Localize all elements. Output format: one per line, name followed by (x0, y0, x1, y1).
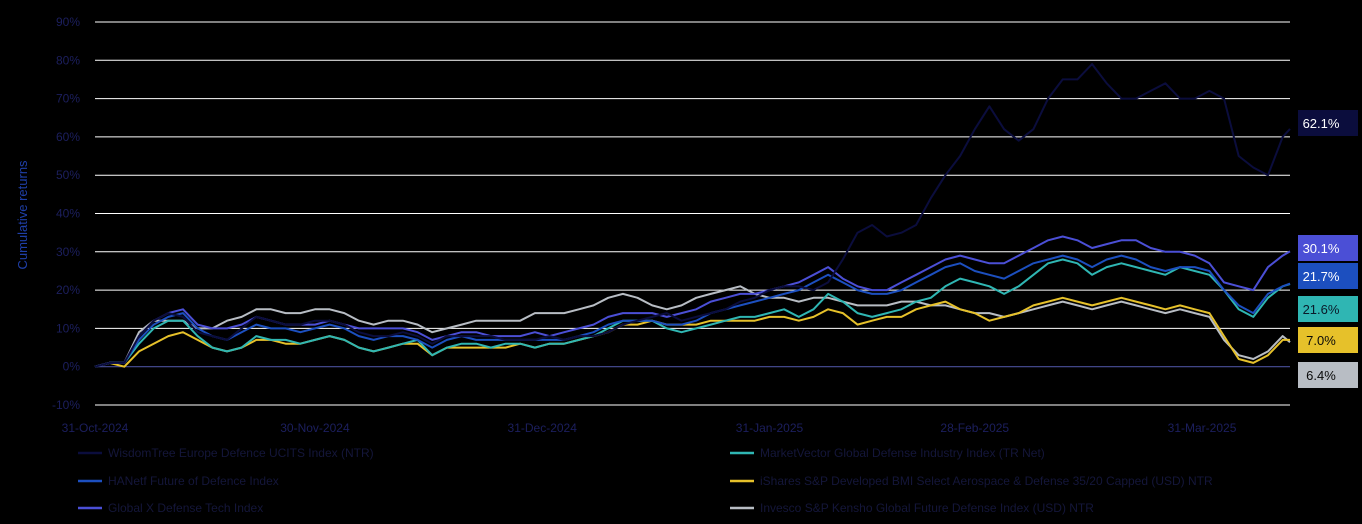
y-axis-label: Cumulative returns (15, 160, 30, 270)
end-value-box (1298, 235, 1358, 261)
legend: WisdomTree Europe Defence UCITS Index (N… (78, 446, 1213, 515)
legend-label: Global X Defense Tech Index (108, 501, 263, 515)
legend-label: Invesco S&P Kensho Global Future Defense… (760, 501, 1094, 515)
legend-entry: WisdomTree Europe Defence UCITS Index (N… (78, 446, 374, 460)
end-value-label: 62.1% (1298, 110, 1358, 136)
y-tick-label: 0% (63, 360, 81, 374)
end-value-box (1298, 327, 1358, 353)
x-axis-ticks: 31-Oct-2024 30-Nov-2024 31-Dec-2024 31-Jan-… (62, 421, 1237, 435)
series-line (94, 296, 1290, 368)
y-tick-label: 40% (56, 207, 80, 221)
end-value-label: 21.6% (1298, 296, 1358, 322)
end-value-labels: 62.1% 30.1% 21.7% 21.6% 7.0% 6.4% (1298, 110, 1358, 388)
end-value-text: 7.0% (1306, 333, 1336, 348)
series-line (94, 235, 1291, 368)
series-line (94, 63, 1291, 368)
end-value-text: 62.1% (1303, 116, 1340, 131)
series-line (94, 254, 1291, 368)
y-tick-label: 90% (56, 15, 80, 29)
series-line (94, 285, 1291, 368)
end-value-text: 30.1% (1303, 241, 1340, 256)
legend-label: HANetf Future of Defence Index (108, 474, 279, 488)
series-line (94, 258, 1291, 368)
x-tick-label: 31-Jan-2025 (736, 421, 804, 435)
legend-entry: Global X Defense Tech Index (78, 501, 263, 515)
x-tick-label: 30-Nov-2024 (280, 421, 350, 435)
x-tick-label: 31-Dec-2024 (508, 421, 578, 435)
end-value-box (1298, 296, 1358, 322)
end-value-label: 6.4% (1298, 362, 1358, 388)
legend-entry: MarketVector Global Defense Industry Ind… (730, 446, 1045, 460)
legend-entry: Invesco S&P Kensho Global Future Defense… (730, 501, 1094, 515)
y-tick-label: 10% (56, 321, 80, 335)
end-value-box (1298, 110, 1358, 136)
y-tick-label: 70% (56, 92, 80, 106)
y-tick-label: 60% (56, 130, 80, 144)
legend-entry: HANetf Future of Defence Index (78, 474, 279, 488)
y-tick-label: -10% (52, 398, 80, 412)
x-tick-label: 31-Mar-2025 (1168, 421, 1237, 435)
x-tick-label: 28-Feb-2025 (940, 421, 1009, 435)
gridlines (95, 21, 1290, 406)
series-lines (94, 63, 1291, 368)
end-value-text: 6.4% (1306, 368, 1336, 383)
legend-label: MarketVector Global Defense Industry Ind… (760, 446, 1045, 460)
end-value-label: 30.1% (1298, 235, 1358, 261)
legend-label: iShares S&P Developed BMI Select Aerospa… (760, 474, 1213, 488)
x-tick-label: 31-Oct-2024 (62, 421, 129, 435)
end-value-text: 21.6% (1303, 302, 1340, 317)
y-tick-label: 50% (56, 168, 80, 182)
end-value-label: 21.7% (1298, 263, 1358, 289)
end-value-text: 21.7% (1303, 269, 1340, 284)
end-value-box (1298, 362, 1358, 388)
legend-entry: iShares S&P Developed BMI Select Aerospa… (730, 474, 1213, 488)
y-tick-label: 80% (56, 53, 80, 67)
legend-label: WisdomTree Europe Defence UCITS Index (N… (108, 446, 374, 460)
y-tick-label: 20% (56, 283, 80, 297)
end-value-label: 7.0% (1298, 327, 1358, 353)
y-tick-label: 30% (56, 245, 80, 259)
y-axis-ticks: -10% 0% 10% 20% 30% 40% 50% 60% 70% 80% 90% (52, 15, 80, 412)
end-value-box (1298, 263, 1358, 289)
